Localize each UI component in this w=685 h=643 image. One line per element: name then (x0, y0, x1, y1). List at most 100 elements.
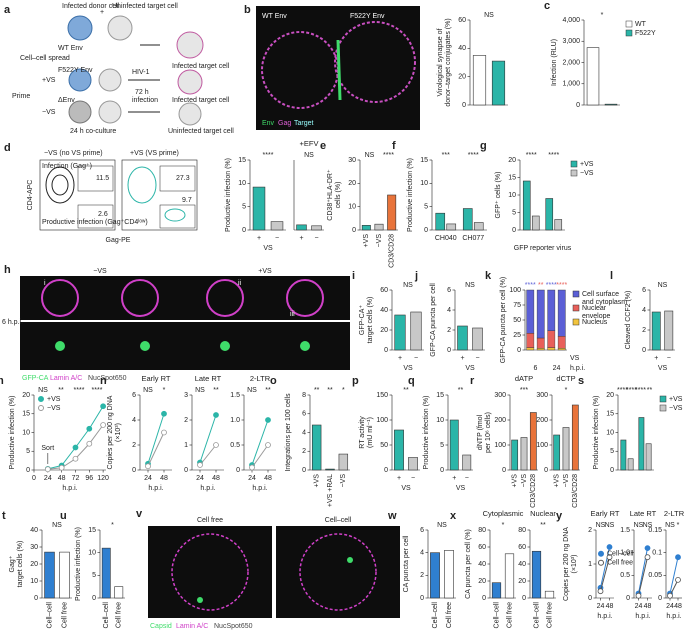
y-tick-label: 4 (132, 417, 136, 424)
x-tick-label: 24 (144, 475, 152, 482)
panel-label: b (244, 4, 251, 16)
nucleus (171, 533, 249, 611)
y-tick-label: 40 (30, 527, 38, 534)
y-tick-label: 80 (518, 527, 526, 534)
x-tick-label: 24 (44, 475, 52, 482)
y-axis-label: target cells (%) (367, 297, 374, 344)
panel-label: l (610, 270, 613, 282)
y-tick-label: 2 (642, 327, 646, 334)
y-tick-label: 1.5 (230, 392, 240, 399)
x-tick-label: −VS (376, 234, 383, 248)
bar (627, 458, 634, 471)
bar (462, 208, 473, 231)
annotation: ** (538, 282, 544, 289)
micrograph-v: v Cell free Cell–cell Capsid Lamin A/C N… (136, 508, 400, 630)
x-axis-label: h.p.i. (62, 485, 77, 492)
legend-label: WT (635, 21, 647, 28)
legend-swatch (625, 29, 633, 37)
y-tick-label: 0 (92, 595, 96, 602)
group-label: 6 (534, 365, 538, 372)
line (600, 557, 610, 592)
x-axis-label: h.p.i. (200, 485, 215, 492)
y-axis-label: Copies per 200 ng DNA (107, 395, 114, 469)
marker (606, 544, 613, 550)
line (638, 557, 648, 596)
x-axis-label: h.p.i. (666, 613, 681, 620)
micrograph-b: b WT Env F522Y Env Env Gag Target (244, 4, 420, 130)
panel-label: a (4, 4, 11, 16)
x-tick-label: − (475, 355, 479, 362)
annotation: ** (213, 387, 219, 394)
puncta (197, 597, 203, 603)
panel-label: r (470, 375, 475, 387)
x-tick-label: − (275, 235, 279, 242)
y-tick-label: 1 (184, 442, 188, 449)
y-tick-label: 4 (302, 429, 306, 436)
bar (374, 223, 384, 231)
line (147, 413, 165, 464)
annotation: NS (143, 387, 153, 394)
y-tick-label: 0 (502, 467, 506, 474)
nucleus (299, 533, 377, 611)
annotation: *** (442, 152, 450, 159)
x-tick-label: 48 (160, 475, 168, 482)
x-tick-label: −VS (563, 474, 570, 488)
marker (675, 576, 681, 583)
legend-marker (38, 396, 44, 402)
panel-title: 2-LTR (664, 509, 685, 518)
bar (638, 417, 645, 471)
x-tick-label: Cell free (546, 602, 553, 628)
y-tick-label: 6 (642, 287, 646, 294)
label: −VS (42, 109, 56, 116)
bar (571, 404, 579, 471)
image (148, 526, 272, 618)
marker (265, 417, 271, 423)
bar (44, 551, 55, 599)
label: Infected donor cell (62, 3, 120, 10)
legend-label: GFP-CA (22, 375, 49, 382)
panel-label: t (2, 510, 6, 522)
y-tick-label: 2 (132, 442, 136, 449)
y-tick-label: 2,000 (562, 59, 580, 66)
x-tick-label: 48 (674, 603, 682, 610)
image-label: WT Env (262, 13, 287, 20)
time: 6 h.p.i. (2, 319, 23, 326)
x-axis-label: VS (658, 365, 668, 372)
line (199, 444, 217, 466)
label: + (100, 9, 104, 16)
annotation: ** (540, 522, 546, 529)
nucleus (206, 279, 244, 317)
bar (430, 552, 440, 599)
line (199, 414, 217, 463)
legend-label: +VS (47, 396, 61, 403)
y-tick-label: 100 (536, 442, 548, 449)
x-axis-label: h.p.i. (597, 613, 612, 620)
panel-title: Early RT (141, 374, 170, 383)
y-tick-label: 0 (642, 347, 646, 354)
y-tick-label: 60 (458, 17, 466, 24)
panel-label: g (480, 140, 487, 152)
gate (77, 165, 114, 192)
y-tick-label: 0 (626, 595, 630, 602)
annotation: **** (92, 387, 103, 394)
y-tick-label: 5 (440, 442, 444, 449)
image-label: Cell free (197, 517, 223, 524)
x-tick-label: + (452, 475, 456, 482)
y-tick-label: 0 (482, 595, 486, 602)
y-axis-label: dNTP (fmol (477, 414, 484, 450)
annotation: NS (403, 282, 413, 289)
x-tick-label: CD3/CD28 (389, 234, 396, 268)
bar (544, 590, 555, 599)
x-tick-label: 96 (85, 475, 93, 482)
bar-segment (547, 330, 556, 348)
panel-label: w (387, 510, 397, 522)
x-axis-label: h.p.i. (635, 613, 650, 620)
axis-label: Gag-PE (106, 237, 131, 244)
image-label: F522Y Env (350, 13, 385, 20)
y-tick-label: 0 (517, 347, 521, 354)
y-tick-label: 40 (380, 307, 388, 314)
y-axis-label: CA puncta per cell (403, 535, 410, 592)
image-label: Cell–cell (325, 517, 352, 524)
marker (644, 545, 651, 552)
marker (72, 455, 79, 462)
